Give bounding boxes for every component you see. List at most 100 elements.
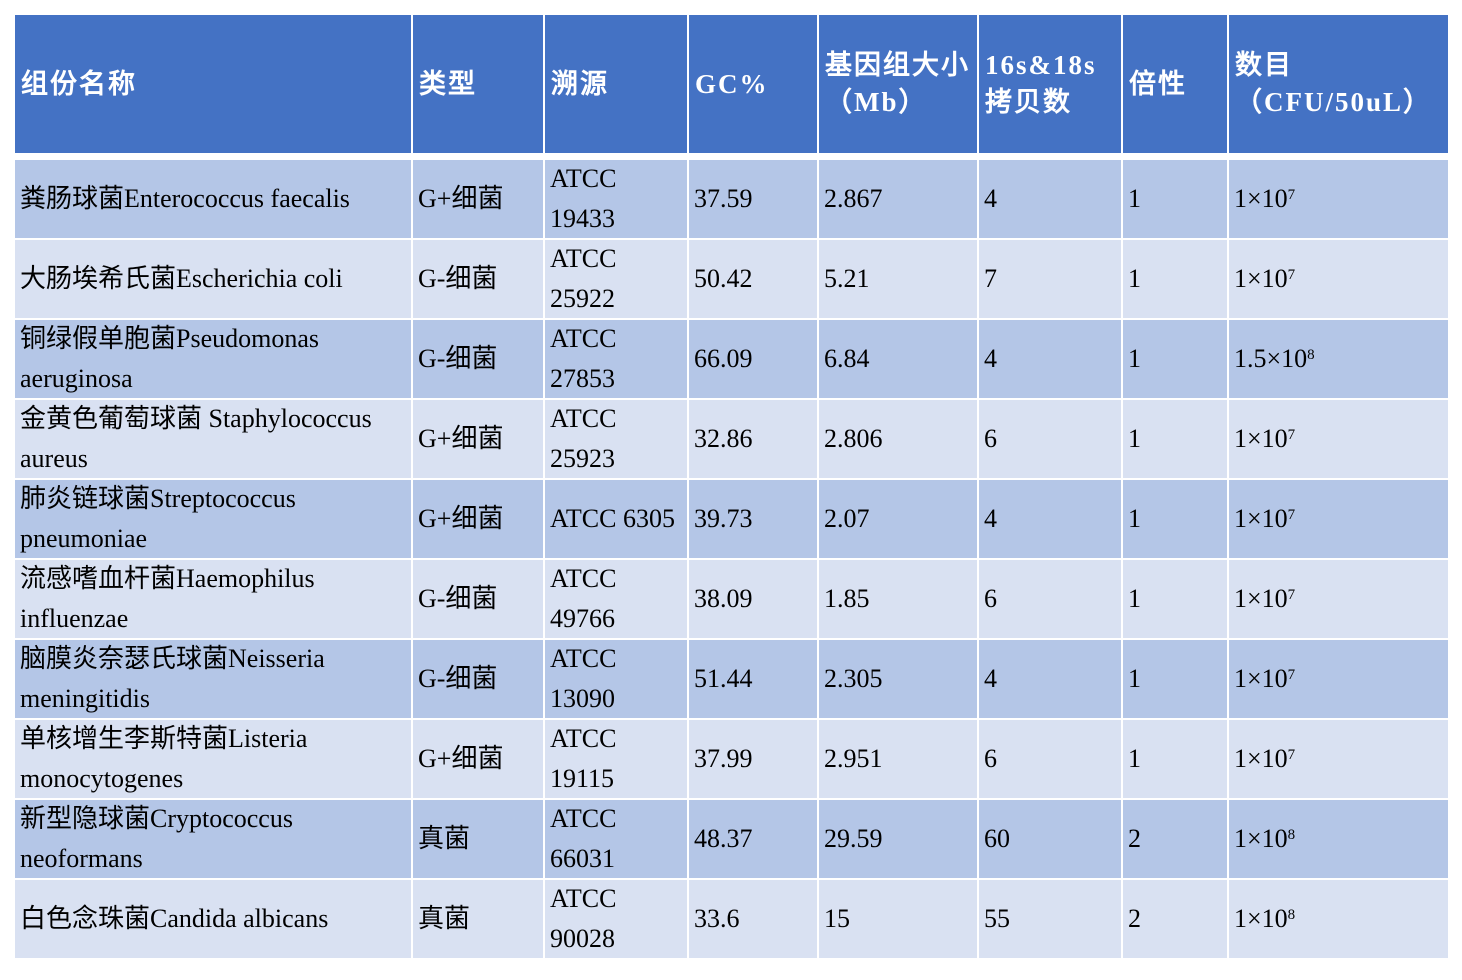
header-type: 类型 (413, 15, 543, 153)
cell-gc: 51.44 (689, 640, 817, 718)
count-base: 1×10 (1234, 184, 1288, 213)
header-name: 组份名称 (15, 15, 411, 153)
header-gc: GC% (689, 15, 817, 153)
cell-name: 单核增生李斯特菌Listeria monocytogenes (15, 720, 411, 798)
cell-source: ATCC 13090 (545, 640, 687, 718)
cell-name: 粪肠球菌Enterococcus faecalis (15, 160, 411, 238)
cell-copies: 55 (979, 880, 1121, 958)
count-exponent: 7 (1287, 187, 1296, 203)
cell-count: 1×10 7 (1229, 560, 1448, 638)
cell-size: 15 (819, 880, 977, 958)
cell-count: 1×10 7 (1229, 480, 1448, 558)
header-ploidy: 倍性 (1123, 15, 1227, 153)
cell-size: 2.806 (819, 400, 977, 478)
cell-count: 1×10 7 (1229, 160, 1448, 238)
cell-count: 1×10 8 (1229, 880, 1448, 958)
cell-ploidy: 2 (1123, 880, 1227, 958)
cell-source: ATCC 6305 (545, 480, 687, 558)
cell-ploidy: 1 (1123, 560, 1227, 638)
cell-name: 金黄色葡萄球菌 Staphylococcus aureus (15, 400, 411, 478)
cell-count: 1×10 7 (1229, 720, 1448, 798)
cell-type: 真菌 (413, 800, 543, 878)
count-exponent: 8 (1287, 827, 1296, 843)
count-exponent: 7 (1287, 587, 1296, 603)
count-exponent: 7 (1287, 427, 1296, 443)
cell-name: 流感嗜血杆菌Haemophilus influenzae (15, 560, 411, 638)
cell-copies: 7 (979, 240, 1121, 318)
count-exponent: 8 (1307, 347, 1315, 363)
cell-type: G-细菌 (413, 320, 543, 398)
count-base: 1×10 (1234, 904, 1288, 933)
cell-source: ATCC 27853 (545, 320, 687, 398)
cell-name: 大肠埃希氏菌Escherichia coli (15, 240, 411, 318)
count-base: 1×10 (1234, 744, 1288, 773)
cell-copies: 60 (979, 800, 1121, 878)
count-exponent: 7 (1287, 507, 1296, 523)
count-exponent: 7 (1287, 667, 1296, 683)
cell-ploidy: 1 (1123, 400, 1227, 478)
cell-name: 铜绿假单胞菌Pseudomonas aeruginosa (15, 320, 411, 398)
count-exponent: 8 (1287, 907, 1296, 923)
header-source: 溯源 (545, 15, 687, 153)
cell-name: 新型隐球菌Cryptococcus neoformans (15, 800, 411, 878)
cell-size: 29.59 (819, 800, 977, 878)
header-genome-size: 基因组大小（Mb） (819, 15, 977, 153)
count-base: 1×10 (1234, 264, 1288, 293)
cell-count: 1×10 7 (1229, 640, 1448, 718)
cell-source: ATCC 49766 (545, 560, 687, 638)
cell-size: 6.84 (819, 320, 977, 398)
strain-table: 组份名称 类型 溯源 GC% 基因组大小（Mb） 16s&18s拷贝数 倍性 数目（CFU/5… (15, 15, 1448, 958)
cell-gc: 32.86 (689, 400, 817, 478)
cell-copies: 6 (979, 400, 1121, 478)
cell-count: 1×10 7 (1229, 240, 1448, 318)
count-base: 1×10 (1234, 504, 1288, 533)
cell-type: 真菌 (413, 880, 543, 958)
cell-copies: 4 (979, 160, 1121, 238)
cell-source: ATCC 19433 (545, 160, 687, 238)
header-copies: 16s&18s拷贝数 (979, 15, 1121, 153)
cell-gc: 38.09 (689, 560, 817, 638)
cell-gc: 48.37 (689, 800, 817, 878)
cell-gc: 50.42 (689, 240, 817, 318)
count-base: 1.5×10 (1234, 344, 1308, 373)
cell-ploidy: 2 (1123, 800, 1227, 878)
count-exponent: 7 (1287, 267, 1296, 283)
count-base: 1×10 (1234, 664, 1288, 693)
cell-ploidy: 1 (1123, 240, 1227, 318)
cell-size: 2.305 (819, 640, 977, 718)
cell-count: 1×10 8 (1229, 800, 1448, 878)
cell-size: 1.85 (819, 560, 977, 638)
cell-name: 肺炎链球菌Streptococcus pneumoniae (15, 480, 411, 558)
cell-name: 脑膜炎奈瑟氏球菌Neisseria meningitidis (15, 640, 411, 718)
count-base: 1×10 (1234, 824, 1288, 853)
cell-ploidy: 1 (1123, 640, 1227, 718)
cell-source: ATCC 25923 (545, 400, 687, 478)
cell-copies: 6 (979, 720, 1121, 798)
cell-gc: 66.09 (689, 320, 817, 398)
cell-count: 1×10 7 (1229, 400, 1448, 478)
cell-gc: 37.59 (689, 160, 817, 238)
count-base: 1×10 (1234, 584, 1288, 613)
cell-gc: 39.73 (689, 480, 817, 558)
cell-source: ATCC 90028 (545, 880, 687, 958)
cell-type: G+细菌 (413, 160, 543, 238)
cell-ploidy: 1 (1123, 480, 1227, 558)
cell-copies: 4 (979, 320, 1121, 398)
cell-type: G-细菌 (413, 640, 543, 718)
cell-size: 2.07 (819, 480, 977, 558)
cell-copies: 6 (979, 560, 1121, 638)
cell-type: G-细菌 (413, 240, 543, 318)
cell-source: ATCC 19115 (545, 720, 687, 798)
cell-type: G-细菌 (413, 560, 543, 638)
cell-name: 白色念珠菌Candida albicans (15, 880, 411, 958)
cell-gc: 33.6 (689, 880, 817, 958)
cell-gc: 37.99 (689, 720, 817, 798)
count-base: 1×10 (1234, 424, 1288, 453)
cell-source: ATCC 25922 (545, 240, 687, 318)
cell-type: G+细菌 (413, 480, 543, 558)
cell-size: 2.867 (819, 160, 977, 238)
cell-size: 2.951 (819, 720, 977, 798)
header-count: 数目（CFU/50uL） (1229, 15, 1448, 153)
cell-count: 1.5×10 8 (1229, 320, 1448, 398)
cell-type: G+细菌 (413, 400, 543, 478)
